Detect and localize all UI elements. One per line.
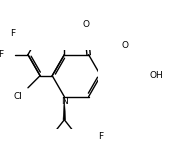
Text: O: O: [82, 20, 89, 29]
Text: O: O: [121, 41, 128, 50]
Text: OH: OH: [150, 71, 163, 80]
Text: F: F: [98, 132, 103, 141]
Text: N: N: [61, 97, 68, 106]
Polygon shape: [63, 97, 66, 120]
Text: F: F: [0, 50, 3, 59]
Text: Cl: Cl: [14, 92, 23, 101]
Text: F: F: [10, 29, 15, 38]
